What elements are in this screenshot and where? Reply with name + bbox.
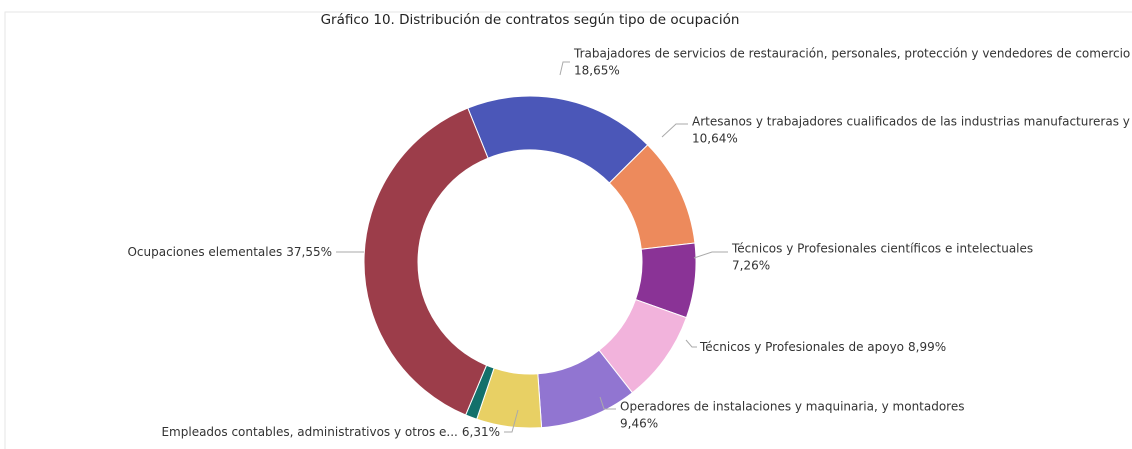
value-label: 9,46% [620,417,658,431]
leader-line [661,123,688,138]
leader-line [693,251,728,259]
segment-label: Trabajadores de servicios de restauració… [573,47,1130,61]
frame [4,11,1132,449]
chart-title: Gráfico 10. Distribución de contratos se… [321,12,740,28]
category-text: Ocupaciones elementales [127,245,282,259]
donut-segment [467,95,649,184]
value-label: 10,64% [692,132,738,146]
value-label: 37,55% [286,245,332,259]
segment-label: Ocupaciones elementales 37,55% [127,245,332,259]
segment-label: Artesanos y trabajadores cualificados de… [692,115,1132,129]
leader-line [504,409,519,433]
value-label: 6,31% [462,425,500,439]
value-label: 8,99% [908,340,946,354]
segment-label: Operadores de instalaciones y maquinaria… [620,400,965,414]
segment-label: Técnicos y Profesionales científicos e i… [731,242,1033,256]
leader-line [685,339,697,348]
category-text: Técnicos y Profesionales de apoyo [699,340,904,354]
donut-segment [363,107,489,416]
segment-label: Empleados contables, administrativos y o… [161,425,500,439]
value-label: 7,26% [732,259,770,273]
value-label: 18,65% [574,64,620,78]
segment-label: Técnicos y Profesionales de apoyo 8,99% [699,340,946,354]
category-text: Empleados contables, administrativos y o… [161,425,457,439]
leader-line [559,61,570,76]
leader-line [599,396,616,410]
